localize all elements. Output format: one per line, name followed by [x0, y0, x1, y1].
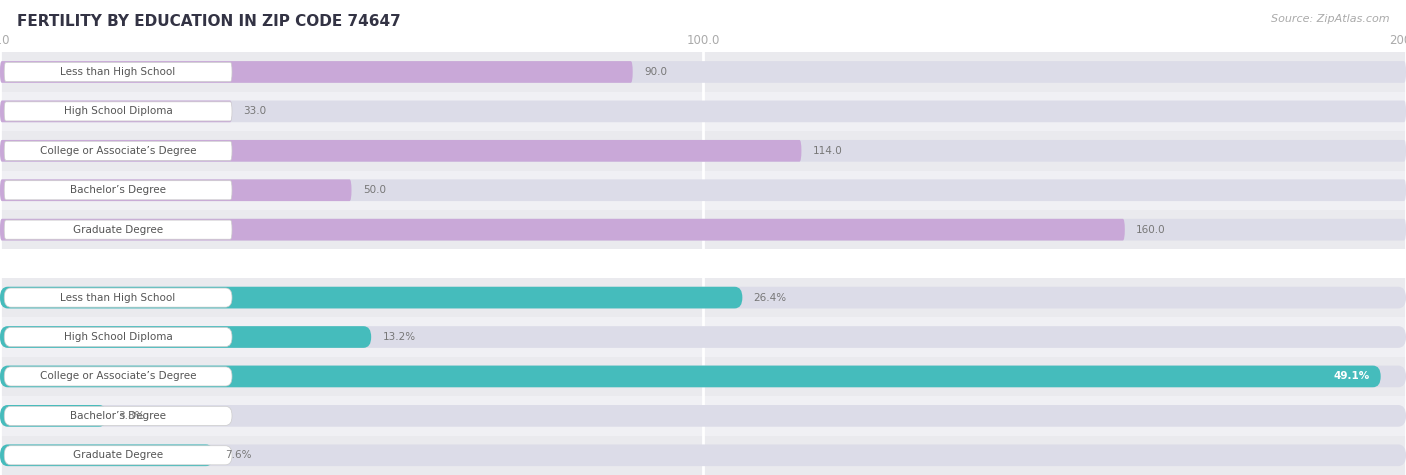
FancyBboxPatch shape — [0, 405, 107, 427]
FancyBboxPatch shape — [0, 445, 1406, 466]
FancyBboxPatch shape — [0, 180, 352, 201]
Text: 114.0: 114.0 — [813, 146, 842, 156]
FancyBboxPatch shape — [0, 366, 1406, 387]
FancyBboxPatch shape — [0, 61, 1406, 83]
FancyBboxPatch shape — [0, 436, 1406, 475]
FancyBboxPatch shape — [0, 317, 1406, 357]
FancyBboxPatch shape — [4, 327, 232, 347]
FancyBboxPatch shape — [0, 52, 1406, 92]
Text: High School Diploma: High School Diploma — [63, 106, 173, 116]
FancyBboxPatch shape — [0, 140, 801, 162]
Text: 49.1%: 49.1% — [1333, 371, 1369, 381]
FancyBboxPatch shape — [0, 180, 1406, 201]
FancyBboxPatch shape — [0, 101, 232, 122]
FancyBboxPatch shape — [0, 326, 371, 348]
FancyBboxPatch shape — [0, 210, 1406, 249]
Text: 13.2%: 13.2% — [382, 332, 416, 342]
Text: 33.0: 33.0 — [243, 106, 266, 116]
FancyBboxPatch shape — [0, 219, 1406, 240]
Text: Graduate Degree: Graduate Degree — [73, 450, 163, 460]
FancyBboxPatch shape — [0, 366, 1381, 387]
Text: 26.4%: 26.4% — [754, 293, 787, 303]
FancyBboxPatch shape — [0, 219, 1125, 240]
Text: High School Diploma: High School Diploma — [63, 332, 173, 342]
FancyBboxPatch shape — [0, 405, 1406, 427]
Text: Less than High School: Less than High School — [60, 67, 176, 77]
Text: College or Associate’s Degree: College or Associate’s Degree — [39, 371, 197, 381]
FancyBboxPatch shape — [0, 445, 214, 466]
Text: Bachelor’s Degree: Bachelor’s Degree — [70, 185, 166, 195]
Text: Graduate Degree: Graduate Degree — [73, 225, 163, 235]
FancyBboxPatch shape — [4, 102, 232, 121]
FancyBboxPatch shape — [4, 180, 232, 200]
FancyBboxPatch shape — [0, 101, 1406, 122]
FancyBboxPatch shape — [4, 220, 232, 239]
Text: College or Associate’s Degree: College or Associate’s Degree — [39, 146, 197, 156]
FancyBboxPatch shape — [4, 446, 232, 465]
Text: Less than High School: Less than High School — [60, 293, 176, 303]
FancyBboxPatch shape — [0, 92, 1406, 131]
Text: 90.0: 90.0 — [644, 67, 666, 77]
FancyBboxPatch shape — [0, 140, 1406, 162]
FancyBboxPatch shape — [4, 406, 232, 426]
Text: 160.0: 160.0 — [1136, 225, 1166, 235]
FancyBboxPatch shape — [0, 357, 1406, 396]
FancyBboxPatch shape — [0, 287, 742, 308]
FancyBboxPatch shape — [0, 61, 633, 83]
Text: 3.8%: 3.8% — [118, 411, 145, 421]
FancyBboxPatch shape — [0, 326, 1406, 348]
FancyBboxPatch shape — [0, 287, 1406, 308]
FancyBboxPatch shape — [0, 131, 1406, 171]
FancyBboxPatch shape — [0, 171, 1406, 210]
FancyBboxPatch shape — [4, 367, 232, 386]
FancyBboxPatch shape — [0, 396, 1406, 436]
Text: Bachelor’s Degree: Bachelor’s Degree — [70, 411, 166, 421]
Text: 50.0: 50.0 — [363, 185, 385, 195]
FancyBboxPatch shape — [4, 141, 232, 161]
FancyBboxPatch shape — [4, 62, 232, 82]
Text: 7.6%: 7.6% — [225, 450, 252, 460]
FancyBboxPatch shape — [0, 278, 1406, 317]
Text: FERTILITY BY EDUCATION IN ZIP CODE 74647: FERTILITY BY EDUCATION IN ZIP CODE 74647 — [17, 14, 401, 29]
Text: Source: ZipAtlas.com: Source: ZipAtlas.com — [1271, 14, 1389, 24]
FancyBboxPatch shape — [4, 288, 232, 307]
